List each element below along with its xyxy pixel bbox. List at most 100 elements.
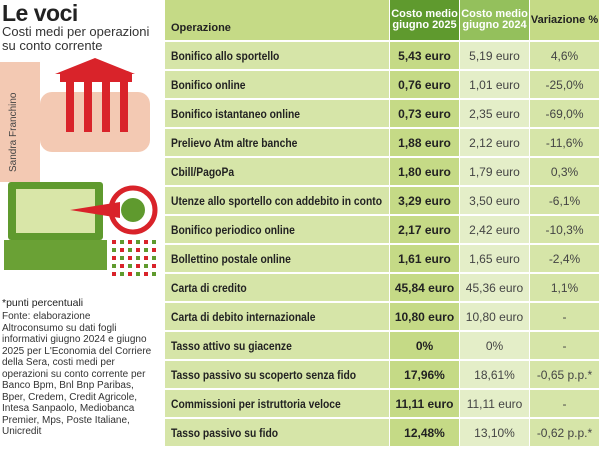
operation-text: Carta di debito internazionale: [171, 309, 316, 324]
laptop-base: [4, 240, 107, 270]
operation: Bonifico online: [165, 71, 390, 100]
cost-2025-text: 0,76 euro: [398, 77, 451, 92]
cost-2025: 1,80 euro: [390, 158, 460, 187]
cost-2025: 0,76 euro: [390, 71, 460, 100]
cost-2024-text: 45,36 euro: [465, 280, 524, 295]
cost-2025-text: 10,80 euro: [394, 309, 455, 324]
side-panel: Le voci Costi medi per operazioni su con…: [0, 0, 165, 450]
cost-2024-text: 10,80 euro: [465, 309, 524, 324]
column: [120, 82, 128, 132]
variation-text: -0,62 p.p.*: [536, 425, 593, 440]
cost-2024: 45,36 euro: [460, 274, 530, 303]
dot: [120, 272, 124, 276]
column: [102, 82, 110, 132]
column: [84, 82, 92, 132]
variation: 1,1%: [530, 274, 600, 303]
operation-text: Bonifico online: [171, 77, 246, 92]
operation: Bonifico periodico online: [165, 216, 390, 245]
dot: [112, 248, 116, 252]
cost-2024-text: 2,12 euro: [469, 135, 520, 150]
cost-2024-text: 3,50 euro: [469, 193, 520, 208]
cost-2025: 10,80 euro: [390, 303, 460, 332]
target-center: [121, 198, 145, 222]
cost-2024-text: 5,19 euro: [469, 48, 520, 63]
cost-2024-text: 1,79 euro: [469, 164, 520, 179]
operation: Utenze allo sportello con addebito in co…: [165, 187, 390, 216]
variation-text: -25,0%: [545, 77, 584, 92]
cost-2024: 1,79 euro: [460, 158, 530, 187]
operation: Carta di debito internazionale: [165, 303, 390, 332]
cost-2024-text: 11,11 euro: [466, 396, 523, 411]
dot: [112, 264, 116, 268]
dot: [112, 240, 116, 244]
operation: Carta di credito: [165, 274, 390, 303]
operation: Tasso passivo su scoperto senza fido: [165, 361, 390, 390]
column-header: Operazione: [165, 0, 390, 42]
cost-2025: 11,11 euro: [390, 390, 460, 419]
variation-text: -6,1%: [548, 193, 581, 208]
variation: -0,62 p.p.*: [530, 419, 600, 448]
variation-text: -: [562, 396, 567, 411]
column-header-text: Costo medio giugno 2024: [461, 8, 528, 31]
cost-2024: 10,80 euro: [460, 303, 530, 332]
table: Operazione Costo medio giugno 2025 Costo m…: [165, 0, 600, 450]
operation-text: Bonifico istantaneo online: [171, 106, 301, 121]
cost-2025-text: 11,11 euro: [395, 396, 454, 411]
cost-2024-text: 18,61%: [474, 367, 515, 382]
column-header: Costo medio giugno 2024: [460, 0, 530, 42]
column: [66, 82, 74, 132]
variation: -: [530, 303, 600, 332]
variation-text: -11,6%: [545, 135, 584, 150]
cost-2025-text: 1,61 euro: [398, 251, 451, 266]
cost-2024: 13,10%: [460, 419, 530, 448]
variation-text: 1,1%: [550, 280, 579, 295]
operation: Bonifico allo sportello: [165, 42, 390, 71]
variation: -25,0%: [530, 71, 600, 100]
cost-2025-text: 17,96%: [404, 367, 445, 382]
column-header-text: Operazione: [171, 22, 231, 34]
dot: [144, 272, 148, 276]
variation: 4,6%: [530, 42, 600, 71]
title: Le voci: [2, 0, 78, 26]
cost-2024: 0%: [460, 332, 530, 361]
dot: [112, 256, 116, 260]
dot-grid: [112, 240, 156, 276]
source: Fonte: elaborazione Altroconsumo su dati…: [2, 311, 152, 437]
target: [108, 185, 158, 235]
cost-2024-text: 1,65 euro: [469, 251, 520, 266]
dot: [120, 256, 124, 260]
cost-2025-text: 12,48%: [404, 425, 445, 440]
credit: Sandra Franchino: [8, 92, 19, 172]
cost-2025: 2,17 euro: [390, 216, 460, 245]
operation-text: Prelievo Atm altre banche: [171, 135, 298, 150]
cost-2024: 18,61%: [460, 361, 530, 390]
operation: Commissioni per istruttoria veloce: [165, 390, 390, 419]
variation: -10,3%: [530, 216, 600, 245]
operation-text: Bollettino postale online: [171, 251, 291, 266]
column-header: Costo medio giugno 2025: [390, 0, 460, 42]
variation: -11,6%: [530, 129, 600, 158]
cost-2024: 2,42 euro: [460, 216, 530, 245]
dot: [136, 240, 140, 244]
cost-2024: 1,01 euro: [460, 71, 530, 100]
operation-text: Tasso passivo su fido: [171, 425, 279, 440]
variation-text: -: [562, 309, 567, 324]
operation: Tasso attivo su giacenze: [165, 332, 390, 361]
cost-2025-text: 3,29 euro: [398, 193, 451, 208]
dot: [128, 264, 132, 268]
dot: [136, 272, 140, 276]
operation: Bollettino postale online: [165, 245, 390, 274]
cost-2025: 12,48%: [390, 419, 460, 448]
variation-text: 4,6%: [550, 48, 579, 63]
cost-2024: 11,11 euro: [460, 390, 530, 419]
cost-2024: 3,50 euro: [460, 187, 530, 216]
cost-2024-text: 2,42 euro: [469, 222, 520, 237]
temple-beam: [60, 74, 132, 82]
dot: [144, 248, 148, 252]
temple-roof: [55, 58, 135, 74]
variation: -6,1%: [530, 187, 600, 216]
dot: [144, 240, 148, 244]
dot: [144, 264, 148, 268]
operation-text: Cbill/PagoPa: [171, 164, 235, 179]
